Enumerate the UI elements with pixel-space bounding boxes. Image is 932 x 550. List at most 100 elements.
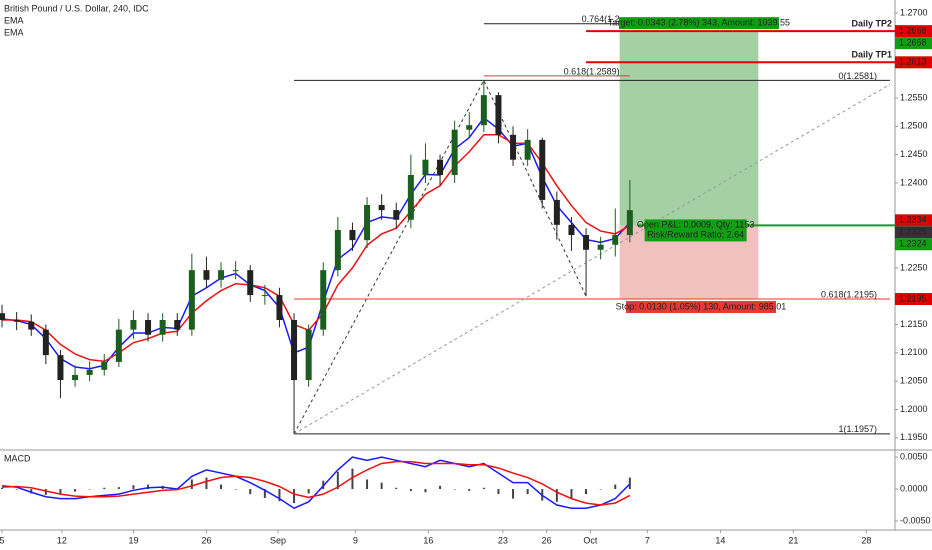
price-tag: [895, 37, 932, 50]
macd-histogram: [570, 489, 573, 499]
candle-body: [407, 175, 414, 220]
candle-body: [349, 229, 356, 241]
macd-histogram: [132, 485, 135, 490]
candle-body: [612, 235, 619, 245]
fib-label: 0.618(1.2589): [564, 66, 620, 76]
price-tag: [895, 214, 932, 227]
x-tick-label: 26: [542, 535, 552, 545]
chart-title: British Pound / U.S. Dollar, 240, IDC: [4, 3, 149, 13]
candle-body: [0, 313, 6, 320]
legend-entry: EMA: [4, 15, 24, 25]
y-tick-label: 1.2550: [900, 92, 928, 102]
candle-body: [115, 329, 122, 362]
price-tag: [895, 56, 932, 69]
x-tick-label: 21: [788, 535, 798, 545]
price-tag-label: 1.2613: [899, 57, 927, 67]
x-tick-label: 26: [201, 535, 211, 545]
candle-body: [247, 270, 254, 296]
x-tick-label: 7: [645, 535, 650, 545]
macd-histogram: [15, 489, 18, 490]
candle-body: [393, 210, 400, 220]
candle-body: [568, 224, 575, 236]
stop-label: Stop: 0.0130 (1.05%) 130, Amount: 985.01: [616, 301, 787, 311]
candle-body: [232, 270, 239, 272]
macd-y-tick-label: 0.0000: [900, 483, 928, 493]
macd-histogram: [380, 482, 383, 490]
macd-histogram: [468, 489, 471, 491]
candle-body: [130, 320, 137, 330]
macd-histogram: [439, 485, 442, 490]
candle-body: [539, 139, 546, 200]
candle-body: [334, 229, 341, 271]
pnl-label: Open P&L: 0.0009, Qty: 1153: [637, 219, 754, 229]
macd-histogram: [234, 489, 237, 490]
macd-histogram: [366, 479, 369, 490]
candle-body: [480, 95, 487, 126]
macd-histogram: [453, 489, 456, 490]
macd-histogram: [555, 489, 558, 502]
macd-histogram: [614, 484, 617, 490]
y-tick-label: 1.2150: [900, 319, 928, 329]
macd-histogram: [395, 487, 398, 490]
macd-histogram: [59, 489, 62, 494]
macd-histogram: [147, 484, 150, 490]
x-tick-label: 5: [0, 535, 5, 545]
fib-label: 1(1.1957): [838, 424, 877, 434]
x-tick-label: 23: [498, 535, 508, 545]
target-label: Daily TP2: [851, 19, 892, 29]
macd-histogram: [44, 489, 47, 495]
macd-histogram: [599, 489, 602, 490]
macd-histogram: [88, 489, 91, 490]
macd-histogram: [249, 489, 252, 495]
macd-histogram: [293, 489, 296, 504]
macd-histogram: [117, 487, 120, 490]
x-tick-label: 14: [715, 535, 725, 545]
macd-histogram: [497, 489, 500, 495]
candle-body: [583, 235, 590, 250]
x-tick-label: 16: [423, 535, 433, 545]
macd-histogram: [190, 479, 193, 490]
macd-histogram: [512, 489, 515, 499]
x-tick-label: Oct: [583, 535, 598, 545]
macd-histogram: [424, 489, 427, 493]
candle-body: [101, 361, 108, 370]
y-tick-label: 1.2400: [900, 177, 928, 187]
candle-body: [276, 295, 283, 320]
candle-body: [437, 159, 444, 176]
y-tick-label: 1.2500: [900, 121, 928, 131]
price-tag: [895, 238, 932, 251]
candle-body: [174, 320, 181, 330]
macd-histogram: [263, 489, 266, 498]
candle-body: [28, 321, 35, 330]
candle-body: [553, 199, 560, 225]
target-label: Daily TP1: [851, 50, 892, 60]
price-tag: [895, 226, 932, 239]
y-tick-label: 1.1950: [900, 432, 928, 442]
x-tick-label: 28: [861, 535, 871, 545]
macd-y-tick-label: 0.0050: [900, 451, 928, 461]
macd-histogram: [482, 487, 485, 490]
macd-histogram: [526, 489, 529, 495]
price-tag: [895, 293, 932, 306]
candle-body: [72, 374, 79, 381]
target-label-box: [618, 17, 779, 30]
candle-body: [13, 320, 20, 322]
x-tick-label: 9: [353, 535, 358, 545]
macd-histogram: [336, 471, 339, 490]
price-tag-label: 1.2668: [899, 38, 927, 48]
candle-body: [218, 270, 225, 280]
macd-histogram: [278, 489, 281, 502]
fib-trend-line: [293, 83, 891, 435]
macd-histogram: [30, 489, 33, 494]
candle-body: [261, 295, 268, 297]
candle-body: [378, 205, 385, 211]
macd-histogram: [628, 477, 631, 490]
candle-body: [597, 244, 604, 250]
macd-histogram: [1, 487, 4, 490]
macd-histogram: [409, 489, 412, 491]
y-tick-label: 1.2050: [900, 376, 928, 386]
candle-body: [422, 159, 429, 176]
price-tag-label: 1.2325: [899, 227, 927, 237]
